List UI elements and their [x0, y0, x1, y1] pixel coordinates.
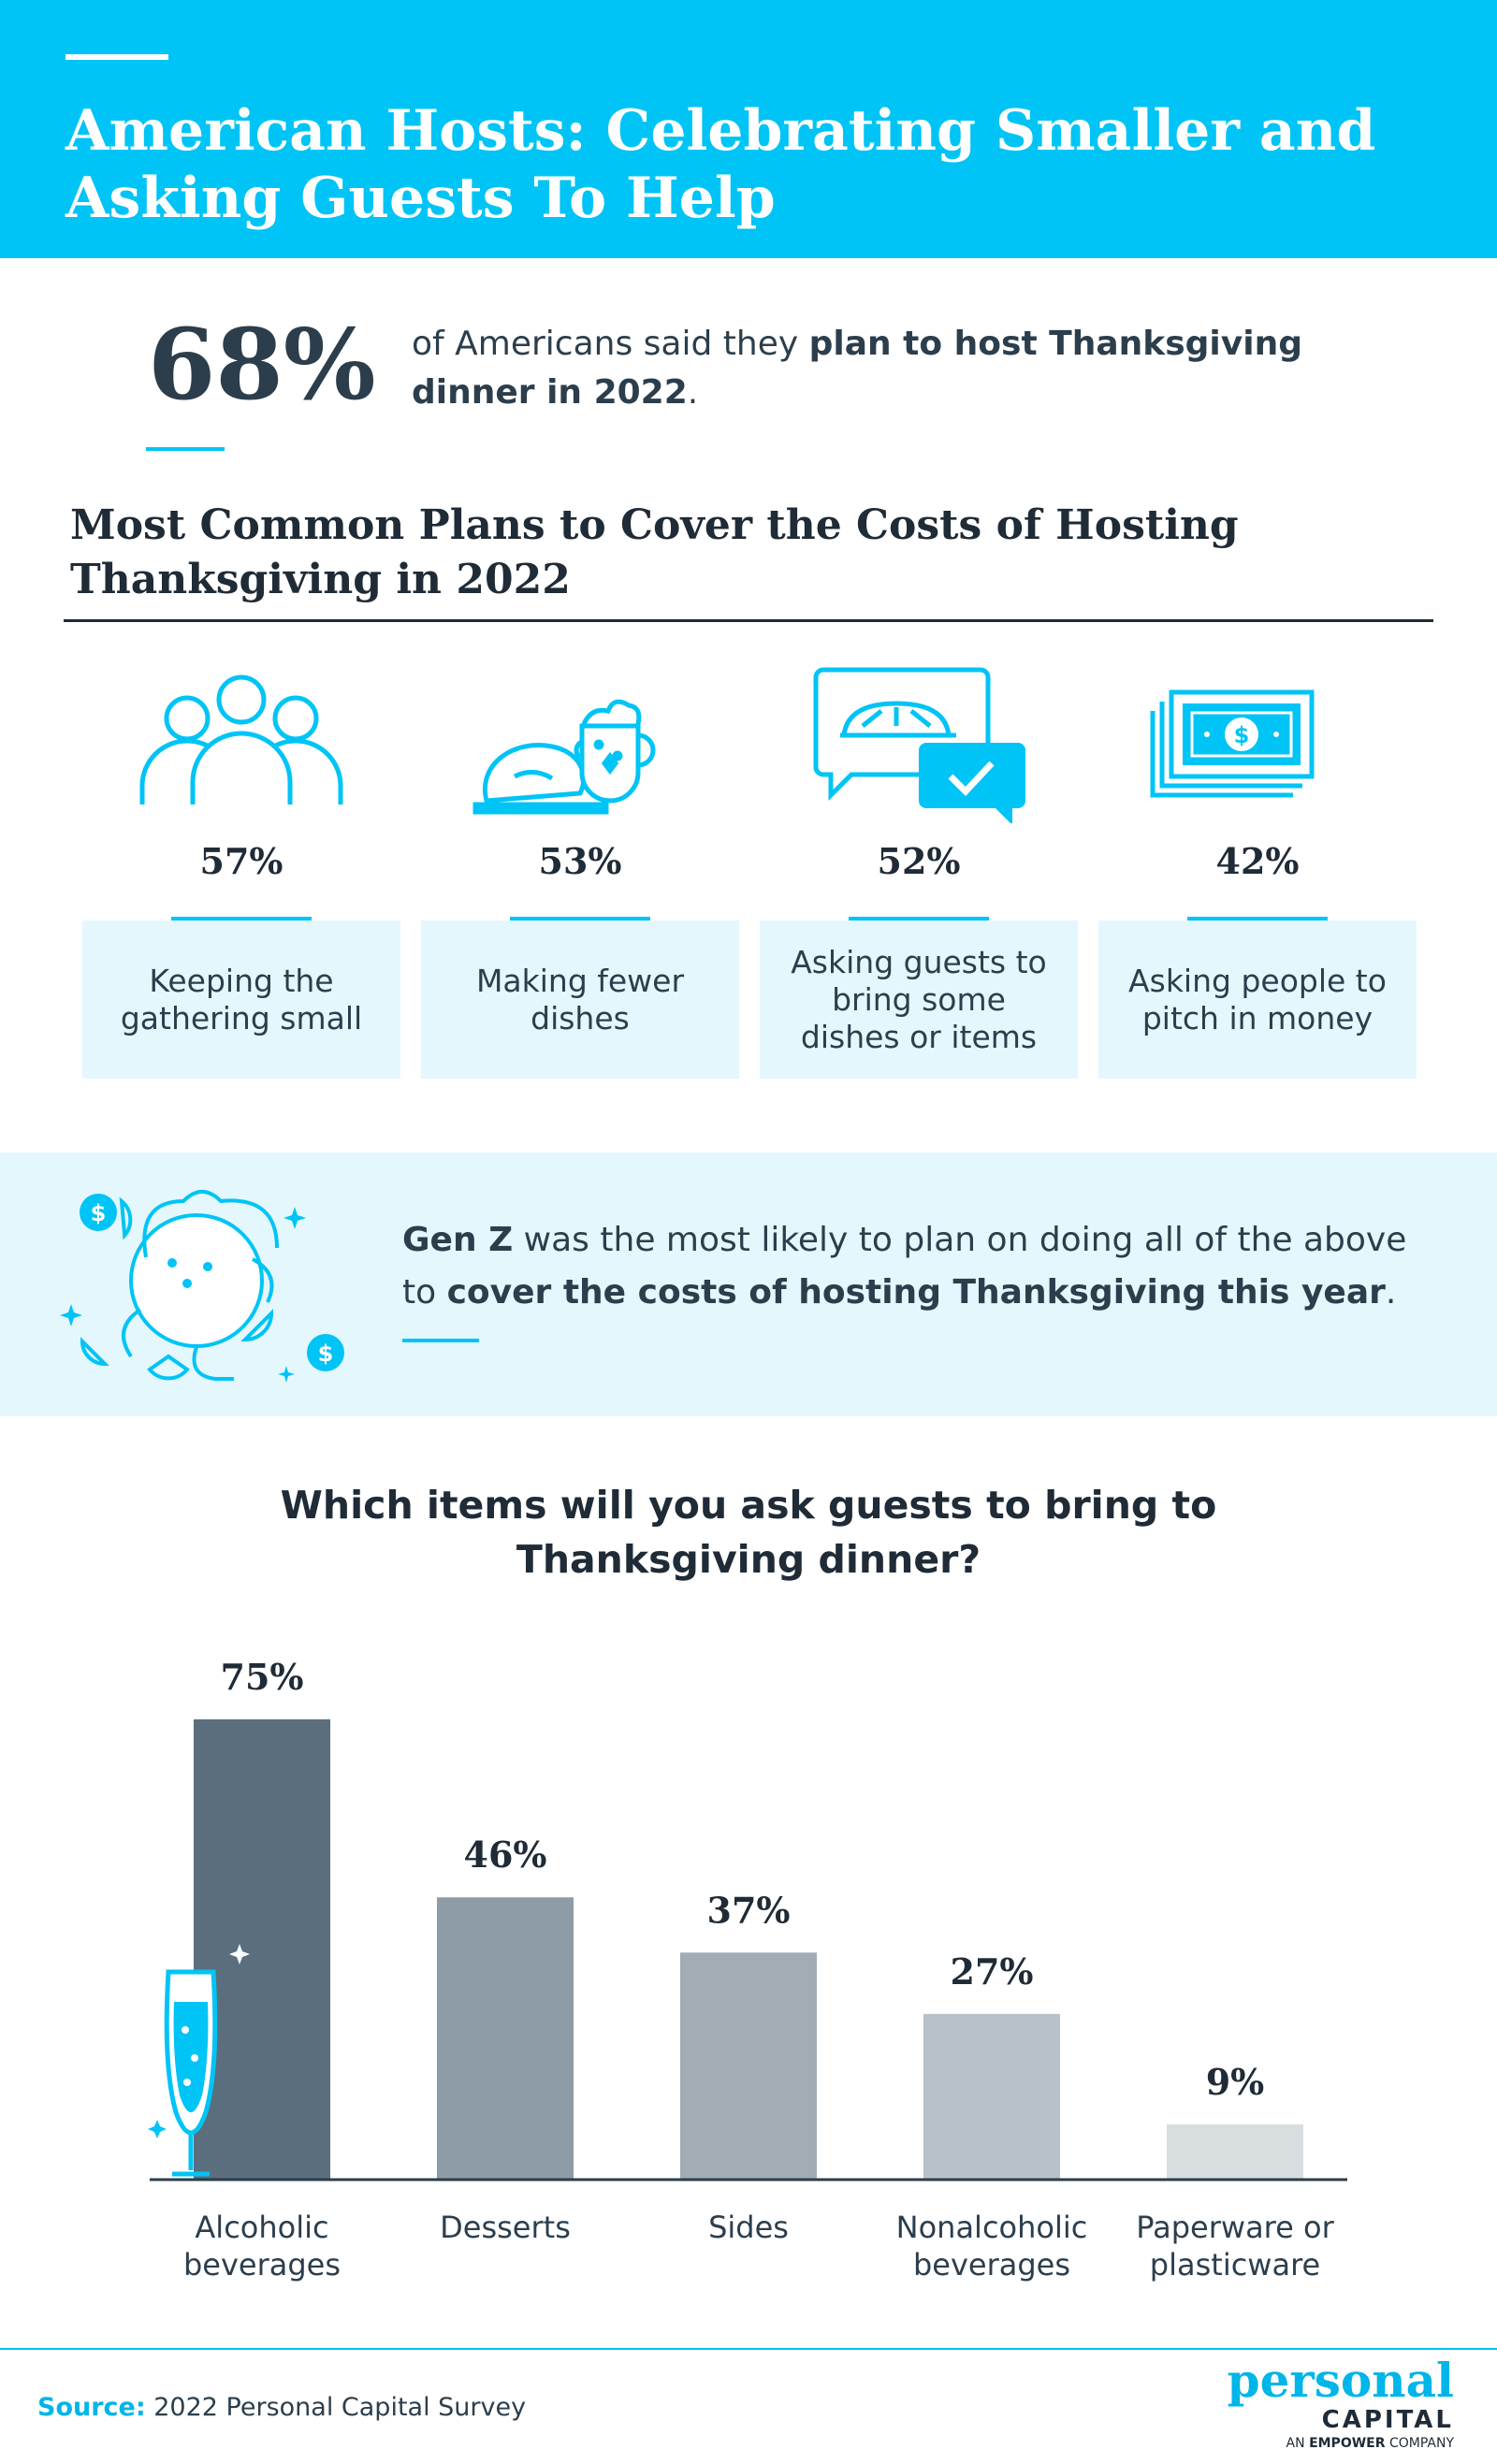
stat-text-bold: plan to host Thanksgiving dinner in 2022 — [412, 325, 1302, 412]
plan-label: Asking guests to bring some dishes or it… — [791, 943, 1047, 1055]
sparkle-icon — [148, 2120, 167, 2138]
footer-divider — [0, 2348, 1497, 2350]
bar-chart: 75% Alcoholic beverages 46% Desserts 37% Sides… — [148, 1656, 1347, 2283]
bar-value-label: 46% — [464, 1834, 547, 1876]
logo-tagline: AN EMPOWER COMPANY — [1192, 2434, 1454, 2453]
genz-bold-1: Gen Z — [402, 1221, 514, 1259]
page-title: American Hosts: Celebrating Smaller and … — [65, 98, 1376, 231]
svg-text:$: $ — [318, 1341, 334, 1367]
personal-capital-logo: personal CAPITAL AN EMPOWER COMPANY — [1192, 2355, 1454, 2453]
source-label: Source: — [37, 2393, 146, 2422]
logo-tagline-brand: EMPOWER — [1309, 2436, 1386, 2451]
plan-percent: 53% — [538, 840, 622, 882]
svg-text:$: $ — [1234, 722, 1250, 748]
plan-card-3: 52% Asking guests to bring some dishes o… — [760, 664, 1078, 1079]
genz-bold-2: cover the costs of hosting Thanksgiving … — [446, 1273, 1386, 1312]
bar-3 — [923, 2013, 1060, 2180]
genz-accent-rule — [402, 1339, 479, 1342]
plan-accent-rule — [1187, 917, 1328, 920]
champagne-glass-icon — [164, 1969, 218, 2177]
section-divider — [64, 619, 1433, 622]
plan-card-4: $ 42% Asking people to pitch in money — [1098, 664, 1417, 1079]
bar-value-label: 37% — [707, 1889, 791, 1931]
pie-chat-bubble-icon — [813, 667, 1025, 823]
plan-accent-rule — [510, 917, 650, 920]
category-label: Nonalcoholic beverages — [896, 2210, 1088, 2283]
genz-text-2: . — [1385, 1273, 1397, 1312]
stat-accent-rule — [146, 447, 225, 451]
stat-text-post: . — [687, 373, 699, 412]
genz-callout: $ $ Gen Z was the most likely to plan on… — [0, 1152, 1497, 1416]
bar-1 — [437, 1897, 574, 2180]
plan-label-box: Asking guests to bring some dishes or it… — [760, 920, 1078, 1079]
bar-value-label: 9% — [1206, 2061, 1265, 2103]
people-group-icon — [139, 674, 343, 804]
money-stack-icon: $ — [1150, 689, 1315, 798]
sparkle-icon — [229, 1944, 250, 1964]
plan-label: Making fewer dishes — [475, 962, 685, 1036]
genz-text-1: was the most likely to plan on doing all… — [402, 1221, 1407, 1312]
plan-card-2: 53% Making fewer dishes — [421, 664, 739, 1079]
chart-title: Which items will you ask guests to bring… — [280, 1483, 1217, 1582]
logo-wordmark: personal — [1227, 2353, 1454, 2408]
header-banner: American Hosts: Celebrating Smaller and … — [0, 0, 1497, 258]
bar-2 — [680, 1952, 817, 2180]
logo-tagline-pre: AN — [1286, 2436, 1305, 2451]
bar-4 — [1167, 2123, 1303, 2180]
plan-label-box: Keeping the gathering small — [82, 920, 400, 1079]
stat-description: of Americans said they plan to host Than… — [412, 320, 1366, 417]
plan-percent: 42% — [1215, 840, 1300, 882]
genz-text: Gen Z was the most likely to plan on doi… — [402, 1214, 1450, 1319]
plan-accent-rule — [171, 917, 312, 920]
bar-0 — [194, 1719, 330, 2180]
bar-value-label: 75% — [221, 1656, 304, 1698]
logo-tagline-post: COMPANY — [1388, 2436, 1454, 2451]
section-title: Most Common Plans to Cover the Costs of … — [70, 501, 1239, 603]
plan-accent-rule — [849, 917, 989, 920]
plan-percent: 57% — [199, 840, 283, 882]
source-text: 2022 Personal Capital Survey — [153, 2393, 527, 2422]
turkey-and-mug-icon — [472, 699, 656, 815]
plan-label-box: Asking people to pitch in money — [1098, 920, 1417, 1079]
turkey-money-illustration: $ $ — [60, 1190, 344, 1383]
category-label: Desserts — [440, 2210, 571, 2245]
plan-label: Keeping the gathering small — [120, 962, 363, 1036]
stat-value: 68% — [148, 307, 376, 422]
plan-percent: 52% — [877, 840, 961, 882]
logo-subword: CAPITAL — [1321, 2406, 1454, 2434]
header-accent-rule — [65, 54, 168, 60]
category-label: Alcoholic beverages — [183, 2210, 341, 2283]
category-label: Sides — [708, 2210, 789, 2245]
source-note: Source: 2022 Personal Capital Survey — [37, 2391, 526, 2425]
plan-label-box: Making fewer dishes — [421, 920, 739, 1079]
plan-card-1: 57% Keeping the gathering small — [82, 664, 400, 1079]
stat-text-pre: of Americans said they — [412, 325, 809, 363]
bar-value-label: 27% — [951, 1950, 1034, 1993]
svg-text:$: $ — [91, 1200, 107, 1226]
plan-label: Asking people to pitch in money — [1128, 962, 1387, 1036]
category-label: Paperware or plasticware — [1136, 2210, 1334, 2283]
